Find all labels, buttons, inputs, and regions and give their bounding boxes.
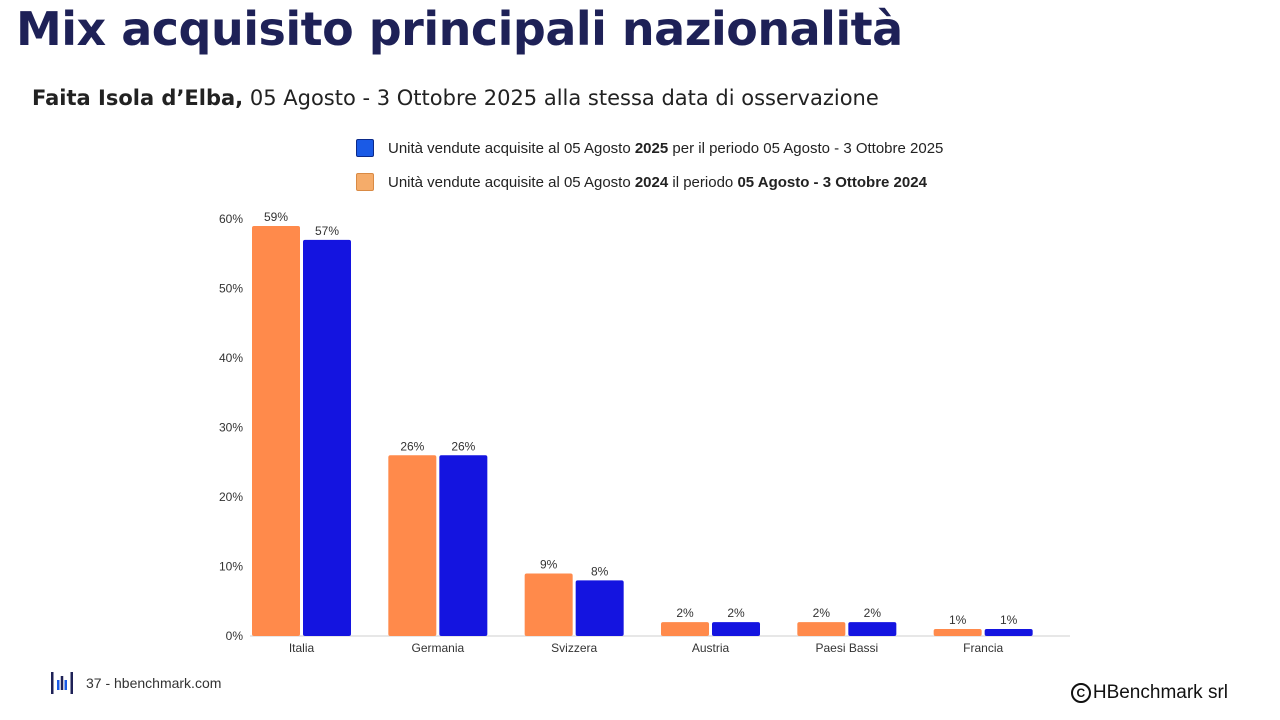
x-tick-label: Paesi Bassi	[815, 641, 878, 655]
y-tick-label: 10%	[219, 560, 243, 574]
footer-page-info: 37 - hbenchmark.com	[50, 671, 221, 695]
y-tick-label: 30%	[219, 421, 243, 435]
y-tick-label: 60%	[219, 212, 243, 226]
bar-series-2	[984, 629, 1033, 636]
bar-series-1	[661, 622, 709, 636]
copyright-icon: C	[1070, 683, 1091, 703]
y-tick-label: 20%	[219, 490, 243, 504]
data-label: 8%	[591, 564, 609, 578]
y-tick-label: 50%	[219, 282, 243, 296]
y-tick-label: 0%	[226, 629, 244, 643]
page-subtitle: Faita Isola d’Elba, 05 Agosto - 3 Ottobr…	[32, 86, 879, 110]
bar-series-1	[524, 573, 573, 636]
chart-legend: Unità vendute acquisite al 05 Agosto 202…	[356, 137, 943, 205]
page-title: Mix acquisito principali nazionalità	[16, 2, 903, 56]
bar-series-2	[575, 580, 624, 636]
footer-page-text: 37 - hbenchmark.com	[86, 675, 222, 691]
legend-label-2024: Unità vendute acquisite al 05 Agosto 202…	[388, 173, 927, 191]
y-tick-label: 40%	[219, 351, 243, 365]
legend-label-2025: Unità vendute acquisite al 05 Agosto 202…	[388, 139, 944, 157]
footer-copyright: C HBenchmark srl	[1070, 682, 1228, 704]
data-label: 2%	[813, 606, 831, 620]
hbenchmark-logo-icon	[51, 672, 73, 694]
data-label: 2%	[727, 606, 745, 620]
bar-series-2	[439, 455, 488, 636]
subtitle-period: 05 Agosto - 3 Ottobre 2025 alla stessa d…	[243, 86, 879, 110]
x-tick-label: Austria	[692, 641, 730, 655]
bar-series-1	[797, 622, 846, 636]
bar-series-1	[933, 629, 982, 636]
subtitle-location: Faita Isola d’Elba,	[32, 86, 244, 110]
data-label: 9%	[540, 557, 558, 571]
x-tick-label: Francia	[963, 641, 1003, 655]
data-label: 1%	[1000, 613, 1018, 627]
bar-series-2	[712, 622, 760, 636]
legend-item-2025: Unità vendute acquisite al 05 Agosto 202…	[356, 137, 943, 159]
data-label: 1%	[949, 613, 967, 627]
legend-swatch-2024	[356, 173, 374, 191]
data-label: 59%	[264, 210, 288, 224]
legend-swatch-2025	[356, 139, 374, 157]
bar-series-1	[252, 225, 300, 636]
copyright-text: HBenchmark srl	[1092, 682, 1228, 703]
x-tick-label: Svizzera	[551, 641, 597, 655]
x-tick-label: Italia	[289, 641, 315, 655]
x-tick-label: Germania	[411, 641, 464, 655]
data-label: 26%	[400, 439, 424, 453]
bar-series-1	[388, 455, 437, 636]
bar-series-2	[848, 622, 897, 636]
bar-series-2	[303, 239, 351, 636]
legend-item-2024: Unità vendute acquisite al 05 Agosto 202…	[356, 171, 943, 193]
data-label: 2%	[676, 606, 694, 620]
data-label: 57%	[315, 224, 339, 238]
data-label: 2%	[864, 606, 882, 620]
data-label: 26%	[451, 439, 475, 453]
